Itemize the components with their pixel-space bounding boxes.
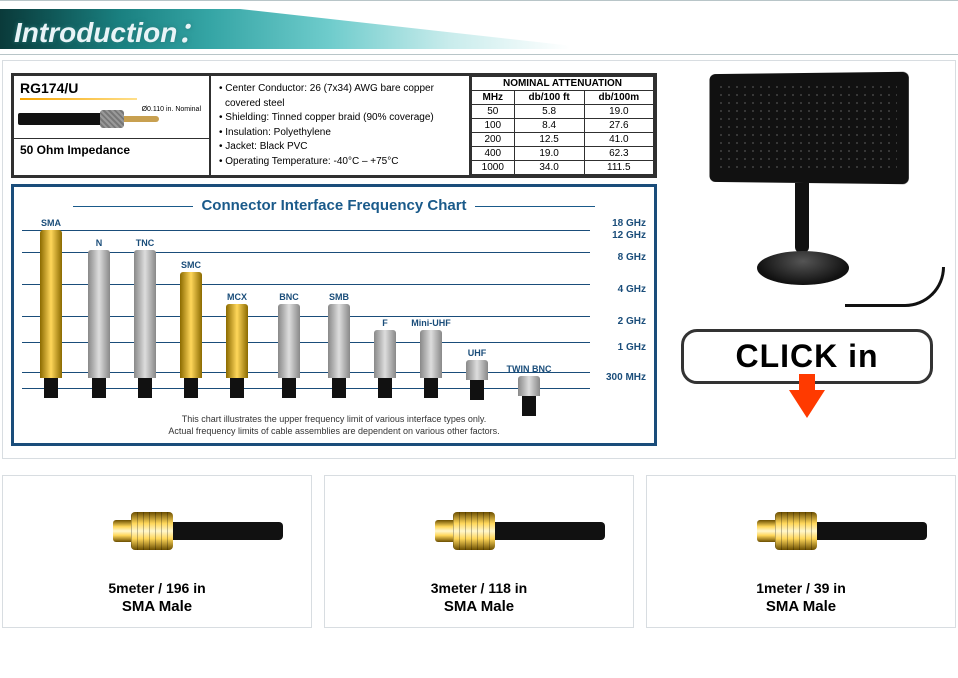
connector-label: N bbox=[96, 238, 103, 248]
arrow-down-icon bbox=[789, 390, 825, 418]
atten-header: NOMINAL ATTENUATION bbox=[472, 77, 654, 91]
connector-uhf: UHF bbox=[458, 360, 496, 408]
product-length: 5meter / 196 in bbox=[11, 580, 303, 596]
col-db100m: db/100m bbox=[584, 91, 653, 105]
connector-label: UHF bbox=[468, 348, 487, 358]
chart-note: This chart illustrates the upper frequen… bbox=[22, 414, 646, 437]
product-card[interactable]: 3meter / 118 in SMA Male bbox=[324, 475, 634, 628]
product-row: 5meter / 196 in SMA Male 3meter / 118 in… bbox=[2, 475, 956, 628]
connector-label: F bbox=[382, 318, 388, 328]
connector-label: TNC bbox=[136, 238, 155, 248]
connector-tnc: TNC bbox=[126, 250, 164, 408]
freq-label: 8 GHz bbox=[590, 252, 646, 284]
cable-spec-box: RG174/U Ø0.110 in. Nominal 50 Ohm Impeda… bbox=[11, 73, 657, 178]
freq-axis: 18 GHz 12 GHz 8 GHz 4 GHz 2 GHz 1 GHz 30… bbox=[590, 218, 646, 408]
product-type: SMA Male bbox=[11, 598, 303, 615]
product-type: SMA Male bbox=[333, 598, 625, 615]
spec-line: • Operating Temperature: -40°C – +75°C bbox=[219, 155, 461, 170]
product-type: SMA Male bbox=[655, 598, 947, 615]
connector-bnc: BNC bbox=[270, 304, 308, 408]
chart-title: Connector Interface Frequency Chart bbox=[22, 197, 646, 214]
table-row: 100034.0111.5 bbox=[472, 161, 654, 175]
freq-label: 18 GHz bbox=[590, 218, 646, 230]
connector-label: SMA bbox=[41, 218, 61, 228]
connector-mcx: MCX bbox=[218, 304, 256, 408]
connector-smb: SMB bbox=[320, 304, 358, 408]
table-row: 20012.541.0 bbox=[472, 133, 654, 147]
spec-line: • Insulation: Polyethylene bbox=[219, 126, 461, 141]
connector-label: SMC bbox=[181, 260, 201, 270]
sma-connector-image bbox=[11, 492, 303, 574]
sma-connector-image bbox=[655, 492, 947, 574]
spec-line: • Center Conductor: 26 (7x34) AWG bare c… bbox=[219, 82, 461, 111]
main-panel: RG174/U Ø0.110 in. Nominal 50 Ohm Impeda… bbox=[2, 60, 956, 459]
freq-label: 4 GHz bbox=[590, 284, 646, 316]
connector-label: TWIN BNC bbox=[507, 364, 552, 374]
freq-label: 2 GHz bbox=[590, 316, 646, 342]
col-db100ft: db/100 ft bbox=[514, 91, 584, 105]
connector-twin bnc: TWIN BNC bbox=[510, 376, 548, 408]
connector-f: F bbox=[366, 330, 404, 408]
connector-area: SMANTNCSMCMCXBNCSMBFMini-UHFUHFTWIN BNC bbox=[22, 218, 590, 408]
freq-label: 300 MHz bbox=[590, 372, 646, 388]
page-title: Introduction： bbox=[14, 11, 205, 51]
table-row: 1008.427.6 bbox=[472, 119, 654, 133]
cable-diameter: Ø0.110 in. Nominal bbox=[142, 106, 201, 114]
antenna-image[interactable] bbox=[667, 73, 947, 313]
table-row: 40019.062.3 bbox=[472, 147, 654, 161]
spec-line: • Jacket: Black PVC bbox=[219, 140, 461, 155]
connector-label: BNC bbox=[279, 292, 299, 302]
connector-mini-uhf: Mini-UHF bbox=[412, 330, 450, 408]
cable-impedance: 50 Ohm Impedance bbox=[14, 138, 209, 159]
attenuation-table: NOMINAL ATTENUATION MHz db/100 ft db/100… bbox=[471, 76, 654, 175]
product-length: 3meter / 118 in bbox=[333, 580, 625, 596]
freq-label: 1 GHz bbox=[590, 342, 646, 372]
divider bbox=[20, 98, 137, 100]
cable-model: RG174/U bbox=[14, 76, 209, 98]
frequency-chart: Connector Interface Frequency Chart SMA N… bbox=[11, 184, 657, 446]
connector-smc: SMC bbox=[172, 272, 210, 408]
cable-specs-list: • Center Conductor: 26 (7x34) AWG bare c… bbox=[209, 76, 469, 175]
section-header: Introduction： bbox=[0, 0, 958, 55]
connector-n: N bbox=[80, 250, 118, 408]
col-mhz: MHz bbox=[472, 91, 515, 105]
connector-label: MCX bbox=[227, 292, 247, 302]
sma-connector-image bbox=[333, 492, 625, 574]
product-card[interactable]: 5meter / 196 in SMA Male bbox=[2, 475, 312, 628]
connector-sma: SMA bbox=[32, 230, 70, 408]
product-card[interactable]: 1meter / 39 in SMA Male bbox=[646, 475, 956, 628]
spec-line: • Shielding: Tinned copper braid (90% co… bbox=[219, 111, 461, 126]
table-row: 505.819.0 bbox=[472, 105, 654, 119]
freq-label: 12 GHz bbox=[590, 230, 646, 252]
connector-label: SMB bbox=[329, 292, 349, 302]
product-length: 1meter / 39 in bbox=[655, 580, 947, 596]
connector-label: Mini-UHF bbox=[411, 318, 451, 328]
cable-illustration: Ø0.110 in. Nominal bbox=[18, 104, 205, 134]
